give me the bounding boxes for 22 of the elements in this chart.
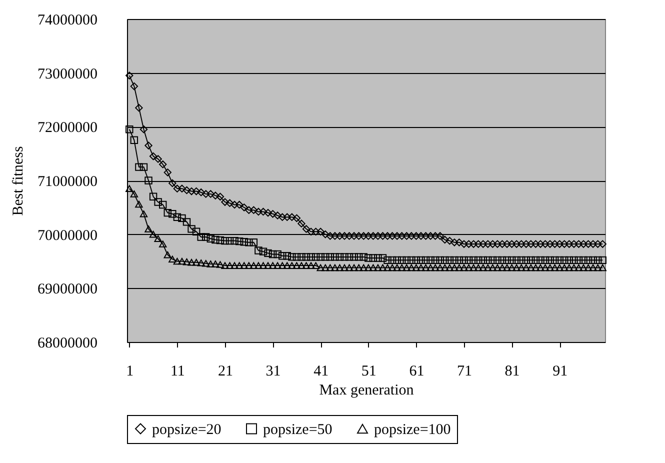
y-tick-label: 73000000 — [38, 66, 98, 82]
y-tick-label: 69000000 — [38, 282, 98, 298]
x-tick-label: 21 — [218, 364, 233, 380]
legend-label: popsize=50 — [263, 422, 332, 438]
y-axis-title: Best fitness — [10, 146, 26, 216]
x-tick-label: 31 — [266, 364, 281, 380]
y-tick-label: 71000000 — [38, 174, 98, 190]
y-tick-label: 70000000 — [38, 228, 98, 244]
x-tick-label: 81 — [504, 364, 520, 380]
x-tick-label: 51 — [361, 364, 376, 380]
legend-label: popsize=20 — [152, 422, 222, 438]
x-tick-label: 11 — [170, 364, 185, 380]
x-tick-label: 61 — [409, 364, 424, 380]
x-tick-label: 71 — [456, 364, 472, 380]
x-tick-label: 91 — [552, 364, 568, 380]
y-tick-label: 74000000 — [38, 12, 98, 28]
x-axis-title: Max generation — [319, 382, 414, 398]
y-tick-label: 68000000 — [38, 336, 98, 352]
legend-label: popsize=100 — [374, 422, 451, 438]
y-tick-label: 72000000 — [38, 120, 98, 136]
x-tick-label: 1 — [126, 364, 134, 380]
x-tick-label: 41 — [314, 364, 329, 380]
